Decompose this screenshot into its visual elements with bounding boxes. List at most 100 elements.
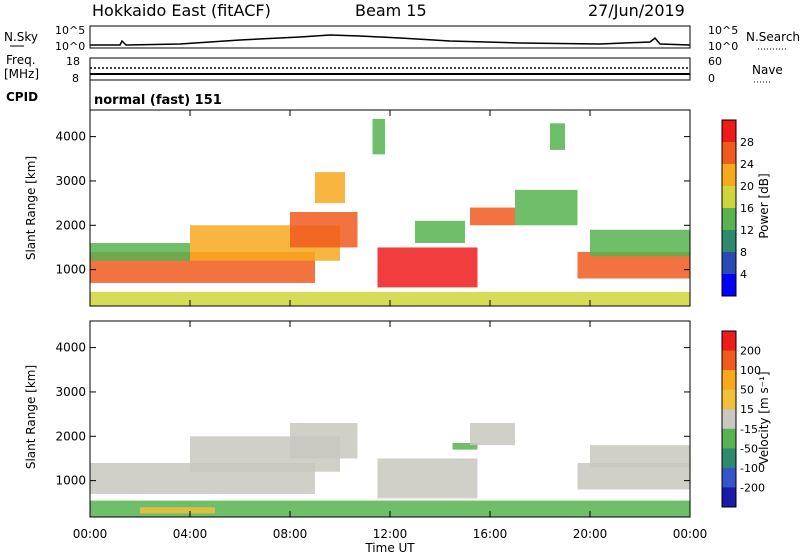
colorbar-frame (721, 119, 737, 297)
echo-region-7 (415, 220, 465, 244)
colorbar-swatch (722, 448, 736, 469)
colorbar-swatch (722, 164, 736, 187)
time-axis: 00:00 04:00 08:00 12:00 16:00 20:00 00:00 (73, 110, 707, 541)
power-colorbar: 4 8 12 16 20 24 28 (721, 119, 754, 297)
date-title: 27/Jun/2019 (588, 1, 685, 20)
y-tick-label: 1000 (55, 474, 86, 488)
colorbar-swatch (722, 389, 736, 410)
y-tick-label: 1000 (55, 263, 86, 277)
echo-region-4 (377, 458, 478, 499)
sky-search-panel: N.Sky 10^5 10^0 10^5 10^0 N.Search (4, 24, 800, 53)
colorbar-swatch (722, 487, 736, 508)
colorbar-tick-label: 8 (740, 246, 747, 259)
cpid-panel: CPID normal (fast) 151 (6, 80, 222, 110)
time-tick-label: 08:00 (273, 527, 308, 541)
velocity-y-label: Slant Range [km] (24, 365, 38, 469)
colorbar-swatch (722, 467, 736, 488)
echo-region-9 (515, 189, 578, 226)
colorbar-swatch (722, 350, 736, 371)
time-tick-label: 12:00 (373, 527, 408, 541)
sky-panel-frame (89, 25, 691, 49)
echo-region-10 (140, 507, 215, 514)
power-data-layer (90, 118, 690, 306)
colorbar-tick-label: -100 (740, 462, 765, 475)
cpid-label: CPID (6, 90, 38, 104)
colorbar-tick-label: -50 (740, 442, 758, 455)
time-axis-label: Time UT (364, 541, 415, 554)
echo-region-14 (550, 123, 565, 150)
colorbar-swatch (722, 274, 736, 297)
velocity-colorbar: 200 100 50 15 -15 -50 -100 -200 (721, 330, 765, 508)
echo-region-2 (90, 243, 190, 261)
colorbar-tick-label: -200 (740, 481, 765, 494)
y-tick-label: 2000 (55, 429, 86, 443)
power-y-ticks: 1000 2000 3000 4000 (55, 130, 690, 277)
echo-region-8 (590, 445, 690, 468)
velocity-panel: 1000 2000 3000 4000 Slant Range [km] 200 100… (24, 320, 771, 518)
freq-panel-frame (89, 57, 691, 81)
freq-label-1: Freq. (6, 53, 36, 67)
sky-left-label: N.Sky (4, 30, 38, 44)
echo-region-13 (372, 118, 385, 155)
colorbar-tick-label: 12 (740, 224, 754, 237)
power-colorbar-label: Power [dB] (757, 173, 771, 238)
power-panel: 1000 2000 3000 4000 Slant Range [km] 4 8 12 16… (24, 109, 771, 307)
beam-title: Beam 15 (355, 1, 427, 20)
colorbar-tick-label: 50 (740, 384, 754, 397)
sky-right-tick-bottom: 10^0 (708, 40, 738, 53)
echo-region-12 (90, 291, 690, 306)
colorbar-frame (721, 330, 737, 508)
colorbar-swatch (722, 428, 736, 449)
velocity-data-layer (90, 422, 690, 517)
colorbar-tick-label: 24 (740, 158, 754, 171)
time-tick-label: 16:00 (473, 527, 508, 541)
sky-right-tick-top: 10^5 (708, 24, 738, 37)
echo-region-6 (470, 422, 515, 446)
colorbar-tick-label: 20 (740, 180, 754, 193)
freq-label-2: [MHz] (4, 67, 39, 81)
y-tick-label: 2000 (55, 218, 86, 232)
colorbar-tick-label: 200 (740, 345, 761, 358)
power-y-label: Slant Range [km] (24, 156, 38, 260)
nave-tick-bottom: 0 (708, 72, 715, 85)
time-tick-label: 00:00 (73, 527, 108, 541)
freq-nave-panel: Freq. [MHz] 18 8 60 0 Nave (4, 53, 783, 85)
colorbar-swatch (722, 208, 736, 231)
colorbar-tick-label: 4 (740, 268, 747, 281)
velocity-y-ticks: 1000 2000 3000 4000 (55, 341, 690, 488)
echo-region-5 (452, 442, 478, 450)
colorbar-tick-label: 100 (740, 364, 761, 377)
nave-tick-top: 60 (708, 55, 722, 68)
time-tick-label: 20:00 (573, 527, 608, 541)
echo-region-8 (470, 207, 515, 226)
colorbar-swatch (722, 142, 736, 165)
echo-region-3 (290, 422, 358, 459)
echo-region-11 (590, 229, 690, 257)
freq-tick-top: 18 (66, 55, 80, 68)
echo-region-4 (290, 211, 358, 248)
colorbar-tick-label: -15 (740, 423, 758, 436)
cpid-mode: normal (fast) 151 (94, 93, 222, 108)
search-right-label: N.Search (746, 30, 800, 44)
sky-count-trace (90, 34, 691, 46)
colorbar-tick-label: 16 (740, 202, 754, 215)
colorbar-tick-label: 15 (740, 403, 754, 416)
nave-right-label: Nave (752, 63, 783, 77)
colorbar-swatch (722, 252, 736, 275)
station-title: Hokkaido East (fitACF) (92, 1, 271, 20)
velocity-colorbar-label: Velocity [m s⁻¹] (757, 371, 771, 464)
echo-region-6 (377, 247, 478, 288)
y-tick-label: 4000 (55, 341, 86, 355)
colorbar-swatch (722, 331, 736, 352)
colorbar-swatch (722, 230, 736, 253)
y-tick-label: 3000 (55, 385, 86, 399)
colorbar-swatch (722, 120, 736, 143)
sky-left-tick-top: 10^5 (55, 24, 85, 37)
y-tick-label: 4000 (55, 130, 86, 144)
y-tick-label: 3000 (55, 174, 86, 188)
time-tick-label: 04:00 (173, 527, 208, 541)
freq-tick-bottom: 8 (72, 72, 79, 85)
sky-left-tick-bottom: 10^0 (55, 40, 85, 53)
colorbar-swatch (722, 409, 736, 430)
